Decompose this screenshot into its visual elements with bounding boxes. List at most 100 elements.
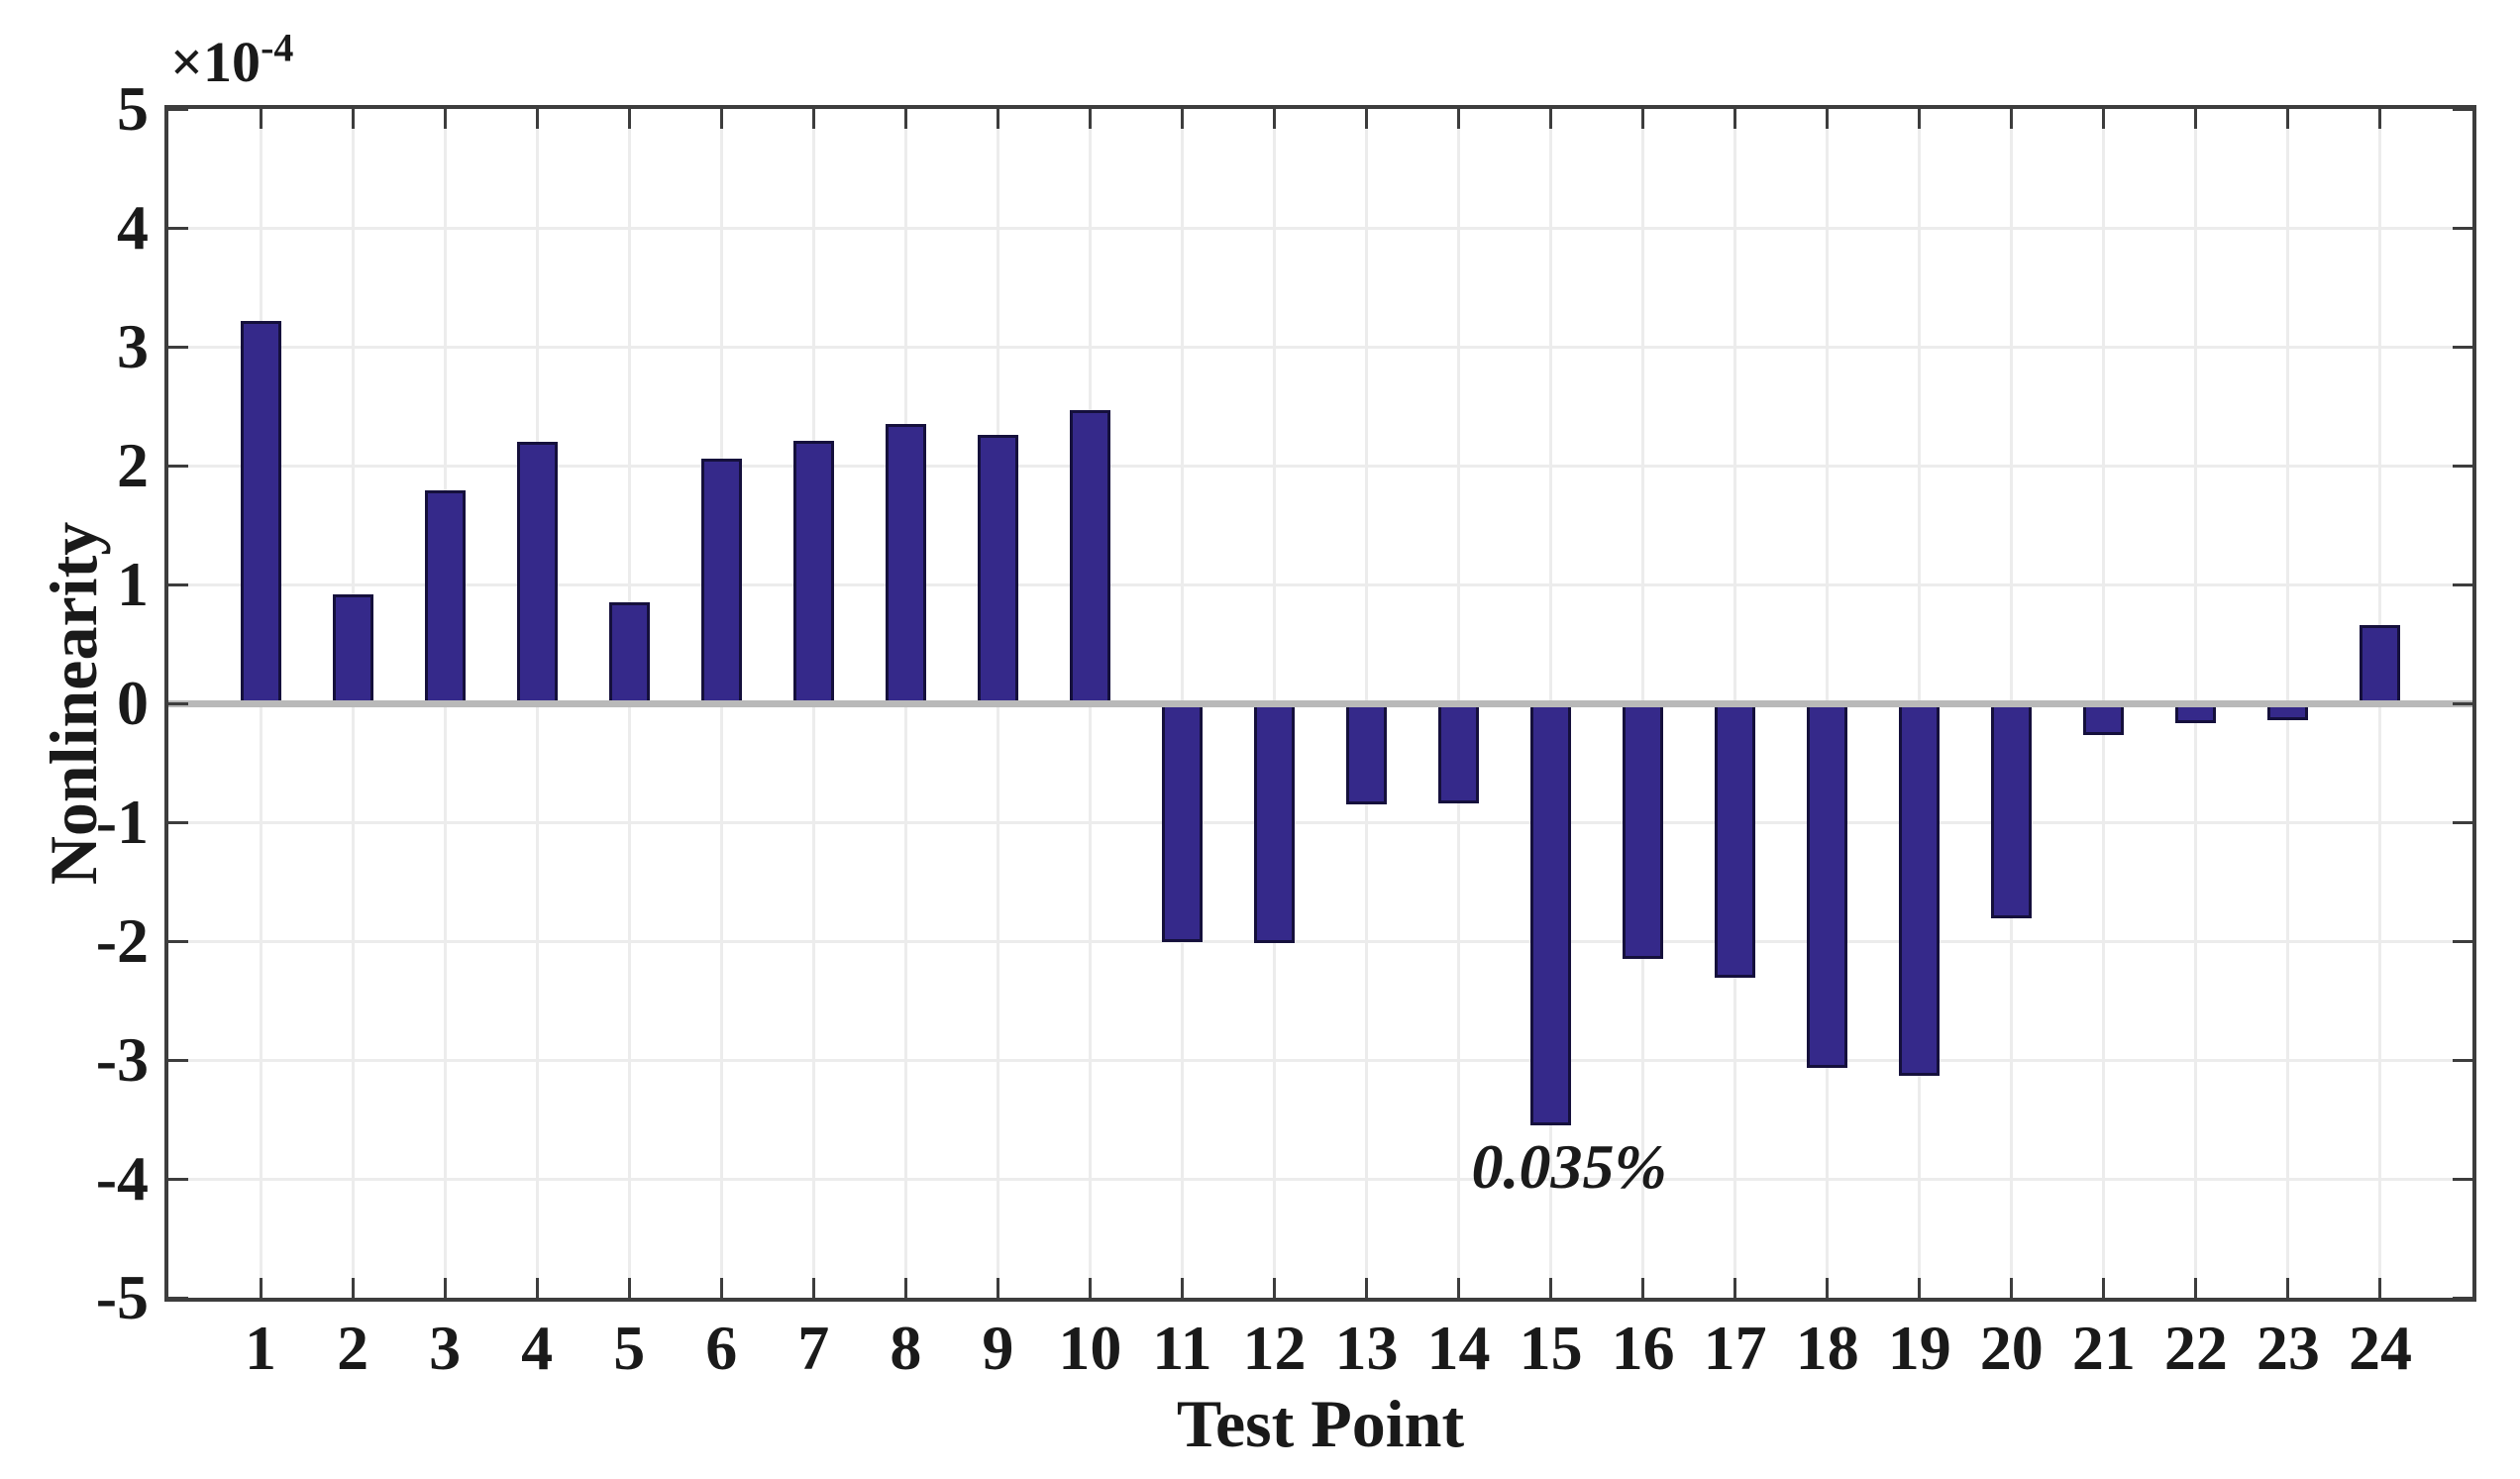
x-tick-bottom: [2286, 1278, 2290, 1298]
horizontal-gridline: [168, 582, 2472, 586]
y-tick-left: [168, 820, 188, 824]
x-tick-bottom: [1549, 1278, 1553, 1298]
exponent-power: -4: [261, 25, 294, 70]
y-tick-left: [168, 1058, 188, 1062]
y-tick-right: [2453, 1177, 2472, 1181]
exponent-base: ×10: [170, 30, 262, 94]
bar: [1899, 703, 1941, 1076]
y-tick-right: [2453, 582, 2472, 586]
bar: [1530, 703, 1572, 1125]
x-tick-top: [1549, 109, 1553, 129]
x-tick-label: 7: [797, 1313, 830, 1383]
y-tick-label: -3: [95, 1024, 149, 1095]
y-tick-label: 0: [117, 668, 149, 738]
x-tick-label: 22: [2163, 1313, 2228, 1383]
x-tick-bottom: [996, 1278, 999, 1298]
x-tick-label: 12: [1242, 1313, 1307, 1383]
max-nonlinearity-annotation: 0.035%: [1471, 1131, 1667, 1202]
x-tick-top: [1918, 109, 1922, 129]
x-tick-bottom: [1641, 1278, 1645, 1298]
y-tick-label: 3: [117, 311, 149, 381]
y-tick-left: [168, 1296, 188, 1300]
x-tick-label: 24: [2348, 1313, 2412, 1383]
x-tick-top: [2194, 109, 2198, 129]
x-tick-label: 16: [1611, 1313, 1675, 1383]
y-tick-left: [168, 701, 188, 705]
x-tick-bottom: [2194, 1278, 2198, 1298]
x-tick-bottom: [2102, 1278, 2106, 1298]
bar: [2083, 703, 2125, 736]
x-tick-top: [259, 109, 262, 129]
x-tick-label: 17: [1703, 1313, 1767, 1383]
x-tick-top: [1088, 109, 1092, 129]
horizontal-gridline: [168, 820, 2472, 824]
x-tick-top: [719, 109, 723, 129]
x-tick-top: [1826, 109, 1830, 129]
bar: [1254, 703, 1295, 944]
x-tick-top: [811, 109, 815, 129]
y-tick-left: [168, 939, 188, 943]
bar: [1069, 409, 1110, 703]
y-tick-label: -5: [95, 1262, 149, 1332]
x-tick-top: [996, 109, 999, 129]
bar: [1991, 703, 2033, 919]
x-tick-top: [351, 109, 355, 129]
y-tick-right: [2453, 1058, 2472, 1062]
x-tick-bottom: [1918, 1278, 1922, 1298]
horizontal-gridline: [168, 345, 2472, 349]
y-tick-left: [168, 345, 188, 349]
y-axis-label: Nonlinearity: [36, 521, 111, 886]
x-tick-top: [2102, 109, 2106, 129]
bar: [700, 458, 742, 703]
x-tick-bottom: [627, 1278, 631, 1298]
bar: [516, 442, 558, 703]
horizontal-gridline: [168, 464, 2472, 468]
bar: [885, 424, 926, 703]
y-tick-right: [2453, 107, 2472, 111]
x-tick-label: 9: [982, 1313, 1014, 1383]
x-tick-bottom: [2010, 1278, 2014, 1298]
x-tick-top: [2378, 109, 2382, 129]
x-tick-label: 23: [2256, 1313, 2320, 1383]
y-axis-exponent-label: ×10-4: [170, 28, 293, 97]
bar: [2360, 624, 2401, 703]
y-tick-label: 4: [117, 192, 149, 263]
y-tick-right: [2453, 701, 2472, 705]
horizontal-gridline: [168, 226, 2472, 230]
horizontal-gridline: [168, 939, 2472, 943]
x-tick-bottom: [351, 1278, 355, 1298]
x-tick-top: [627, 109, 631, 129]
x-tick-top: [1457, 109, 1461, 129]
bar: [1715, 703, 1756, 979]
x-tick-bottom: [1180, 1278, 1184, 1298]
x-tick-bottom: [1826, 1278, 1830, 1298]
x-tick-label: 8: [890, 1313, 922, 1383]
x-tick-top: [1733, 109, 1737, 129]
x-tick-label: 1: [245, 1313, 277, 1383]
y-tick-left: [168, 582, 188, 586]
x-tick-label: 21: [2071, 1313, 2136, 1383]
y-tick-right: [2453, 1296, 2472, 1300]
x-tick-bottom: [1088, 1278, 1092, 1298]
y-tick-right: [2453, 345, 2472, 349]
x-tick-bottom: [811, 1278, 815, 1298]
x-tick-label: 15: [1519, 1313, 1583, 1383]
y-tick-right: [2453, 820, 2472, 824]
x-tick-bottom: [1733, 1278, 1737, 1298]
y-tick-left: [168, 464, 188, 468]
x-tick-top: [2286, 109, 2290, 129]
x-tick-label: 3: [429, 1313, 462, 1383]
y-tick-label: 1: [117, 549, 149, 619]
x-tick-label: 11: [1152, 1313, 1212, 1383]
x-tick-bottom: [1457, 1278, 1461, 1298]
x-tick-label: 14: [1426, 1313, 1491, 1383]
x-tick-bottom: [535, 1278, 539, 1298]
x-tick-label: 18: [1795, 1313, 1859, 1383]
x-tick-label: 20: [1979, 1313, 2044, 1383]
y-tick-right: [2453, 939, 2472, 943]
y-tick-label: 5: [117, 73, 149, 144]
y-tick-left: [168, 107, 188, 111]
x-tick-bottom: [903, 1278, 907, 1298]
bar: [977, 434, 1018, 703]
x-tick-bottom: [2378, 1278, 2382, 1298]
